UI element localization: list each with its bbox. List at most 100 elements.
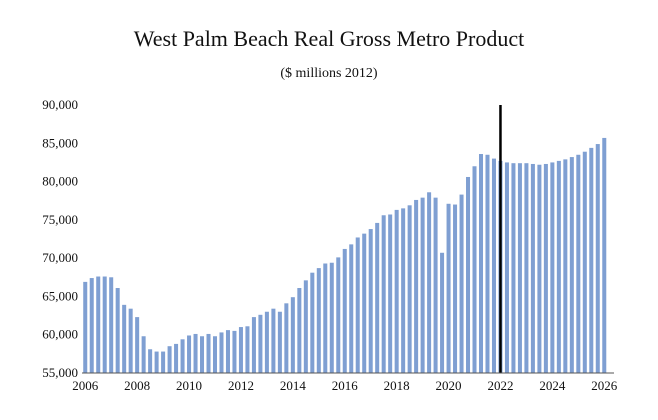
bar	[342, 248, 347, 373]
bar	[200, 336, 205, 373]
y-tick-label: 65,000	[42, 288, 78, 303]
bar	[569, 157, 574, 373]
bar	[219, 332, 224, 373]
bar	[576, 154, 581, 373]
bar	[329, 262, 334, 373]
bar	[602, 137, 607, 373]
bar	[148, 349, 153, 373]
bar	[530, 163, 535, 373]
bar	[277, 311, 282, 373]
bar	[595, 144, 600, 373]
bar	[550, 162, 555, 373]
bar	[336, 257, 341, 373]
bar	[290, 297, 295, 373]
x-tick-label: 2026	[591, 378, 618, 393]
bar	[180, 339, 185, 373]
bar	[187, 335, 192, 373]
bar	[206, 333, 211, 373]
bar	[96, 276, 101, 373]
bar	[414, 199, 419, 373]
bar	[225, 330, 230, 373]
bar	[174, 343, 179, 373]
bar	[394, 209, 399, 373]
bar	[420, 197, 425, 373]
bar	[102, 276, 107, 373]
bar	[485, 154, 490, 373]
bar	[284, 303, 289, 373]
bar	[141, 336, 146, 373]
bar	[459, 194, 464, 373]
bar	[310, 272, 315, 373]
bar	[466, 176, 471, 373]
bar	[427, 192, 432, 373]
bar	[433, 197, 438, 373]
bar	[491, 158, 496, 373]
bar	[517, 163, 522, 373]
y-tick-label: 90,000	[42, 97, 78, 112]
bar	[440, 252, 445, 373]
bar	[128, 308, 133, 373]
bar	[563, 159, 568, 373]
bar	[193, 333, 198, 373]
bar	[381, 215, 386, 373]
bar	[349, 244, 354, 373]
bar	[115, 288, 120, 373]
bar	[453, 204, 458, 373]
bar	[524, 163, 529, 373]
bar	[323, 263, 328, 373]
chart-title: West Palm Beach Real Gross Metro Product	[133, 26, 525, 51]
bar	[303, 280, 308, 373]
bar	[401, 208, 406, 373]
bar	[316, 268, 321, 373]
bar	[388, 214, 393, 373]
bar	[407, 205, 412, 373]
bar	[556, 160, 561, 373]
bar	[271, 308, 276, 373]
bar	[122, 304, 127, 373]
x-tick-label: 2010	[176, 378, 202, 393]
bar	[251, 317, 256, 373]
bar	[543, 163, 548, 373]
bar	[154, 351, 159, 373]
bar	[161, 351, 166, 373]
bar	[375, 222, 380, 373]
bar	[135, 317, 140, 373]
y-tick-label: 85,000	[42, 135, 78, 150]
bar	[589, 147, 594, 373]
bar	[232, 330, 237, 373]
bar	[264, 311, 269, 373]
x-tick-label: 2006	[72, 378, 99, 393]
x-tick-label: 2008	[124, 378, 150, 393]
y-tick-label: 70,000	[42, 250, 78, 265]
x-tick-label: 2022	[487, 378, 513, 393]
bar	[537, 164, 542, 373]
bar	[478, 154, 484, 373]
x-tick-label: 2020	[436, 378, 462, 393]
x-tick-label: 2012	[228, 378, 254, 393]
axes: 55,000 60,000 65,000 70,000 75,000 80,000 85,0…	[42, 97, 618, 393]
y-tick-label: 55,000	[42, 365, 78, 380]
bar-series	[83, 137, 607, 373]
bar	[446, 203, 451, 373]
bar	[511, 163, 516, 373]
y-tick-label: 60,000	[42, 327, 78, 342]
x-tick-label: 2018	[384, 378, 410, 393]
chart-subtitle: ($ millions 2012)	[280, 66, 378, 81]
bar	[582, 151, 587, 373]
bar	[167, 346, 172, 373]
bar	[212, 336, 218, 373]
bar	[297, 288, 302, 373]
y-tick-label: 80,000	[42, 174, 78, 189]
x-tick-label: 2016	[332, 378, 359, 393]
bar	[89, 278, 94, 373]
bar	[238, 327, 243, 373]
bar	[362, 233, 367, 373]
x-tick-label: 2014	[280, 378, 307, 393]
bar	[355, 237, 360, 373]
bar	[504, 162, 509, 373]
y-tick-label: 75,000	[42, 212, 78, 227]
bar	[83, 281, 88, 373]
bar	[472, 166, 477, 373]
